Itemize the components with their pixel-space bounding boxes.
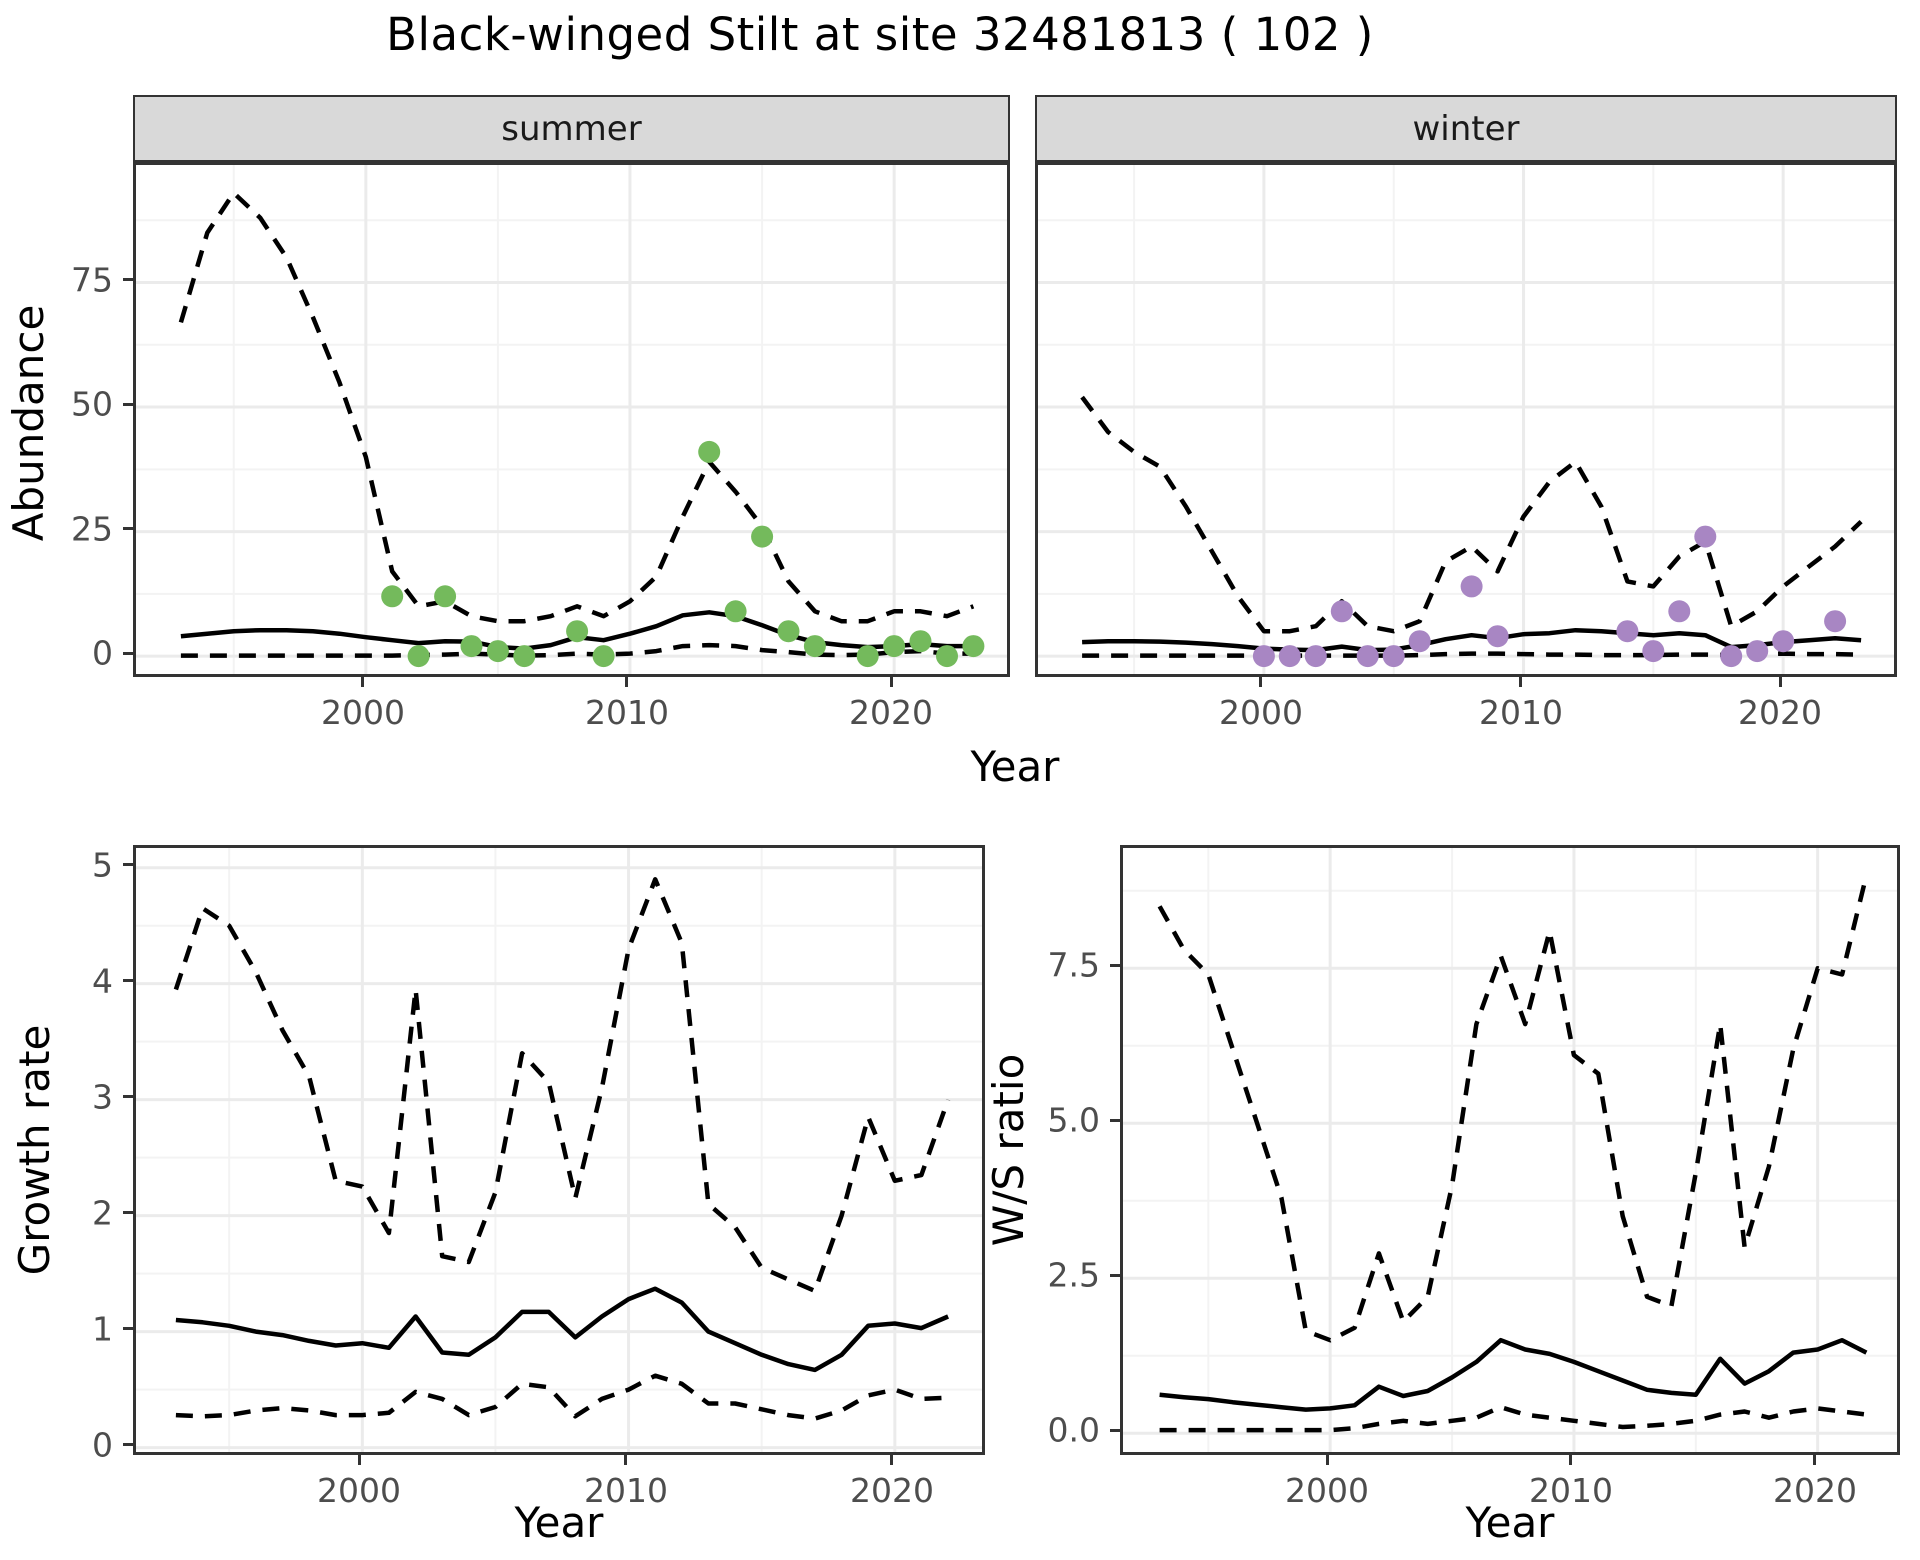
y-tick-label: 5.0 bbox=[1047, 1100, 1100, 1140]
y-tick-label: 25 bbox=[71, 509, 113, 549]
y-tick-mark bbox=[123, 652, 133, 655]
x-tick-mark bbox=[890, 677, 893, 687]
x-tick-label: 2000 bbox=[1219, 693, 1303, 732]
bottom-left-year-axis-title: Year bbox=[514, 1498, 604, 1547]
x-tick-label: 2000 bbox=[1285, 1471, 1369, 1510]
y-tick-mark bbox=[1110, 1274, 1120, 1277]
y-tick-label: 2 bbox=[92, 1193, 113, 1233]
x-tick-mark bbox=[625, 677, 628, 687]
y-tick-label: 1 bbox=[92, 1309, 113, 1349]
y-tick-mark bbox=[123, 1327, 133, 1330]
y-tick-label: 0 bbox=[92, 1425, 113, 1465]
y-tick-mark bbox=[123, 979, 133, 982]
top-year-axis-title: Year bbox=[970, 742, 1060, 791]
x-tick-label: 2010 bbox=[584, 1471, 668, 1510]
x-tick-label: 2020 bbox=[849, 693, 933, 732]
y-tick-mark bbox=[123, 527, 133, 530]
y-tick-mark bbox=[123, 403, 133, 406]
x-tick-label: 2000 bbox=[317, 1471, 401, 1510]
y-tick-mark bbox=[123, 863, 133, 866]
x-tick-label: 2010 bbox=[1529, 1471, 1613, 1510]
x-tick-mark bbox=[624, 1455, 627, 1465]
y-tick-label: 0.0 bbox=[1047, 1410, 1100, 1450]
x-tick-mark bbox=[1326, 1455, 1329, 1465]
x-tick-label: 2010 bbox=[1479, 693, 1563, 732]
facet-label-winter: winter bbox=[1412, 108, 1520, 149]
y-tick-label: 0 bbox=[92, 633, 113, 673]
x-tick-mark bbox=[358, 1455, 361, 1465]
y-tick-label: 7.5 bbox=[1047, 945, 1100, 985]
ws-ratio-plot bbox=[1120, 845, 1900, 1455]
y-tick-label: 5 bbox=[92, 845, 113, 885]
x-tick-mark bbox=[1519, 677, 1522, 687]
bottom-right-year-axis-title: Year bbox=[1465, 1498, 1555, 1547]
growth-rate-plot bbox=[133, 845, 985, 1455]
x-tick-mark bbox=[1259, 677, 1262, 687]
x-tick-label: 2010 bbox=[585, 693, 669, 732]
y-tick-label: 2.5 bbox=[1047, 1255, 1100, 1295]
x-tick-label: 2020 bbox=[850, 1471, 934, 1510]
y-tick-mark bbox=[123, 1211, 133, 1214]
y-tick-label: 3 bbox=[92, 1077, 113, 1117]
y-tick-mark bbox=[123, 1443, 133, 1446]
x-tick-label: 2020 bbox=[1773, 1471, 1857, 1510]
winter-abundance-plot bbox=[1035, 162, 1897, 677]
x-tick-mark bbox=[1569, 1455, 1572, 1465]
x-tick-label: 2020 bbox=[1738, 693, 1822, 732]
facet-label-summer: summer bbox=[501, 108, 642, 149]
facet-strip-summer: summer bbox=[133, 95, 1010, 162]
y-tick-mark bbox=[123, 278, 133, 281]
page-title: Black-winged Stilt at site 32481813 ( 10… bbox=[386, 8, 1374, 61]
y-tick-mark bbox=[123, 1095, 133, 1098]
summer-abundance-plot bbox=[133, 162, 1010, 677]
x-tick-mark bbox=[1779, 677, 1782, 687]
facet-strip-winter: winter bbox=[1035, 95, 1897, 162]
x-tick-mark bbox=[1813, 1455, 1816, 1465]
y-tick-mark bbox=[1110, 1429, 1120, 1432]
y-tick-label: 4 bbox=[92, 961, 113, 1001]
y-tick-label: 50 bbox=[71, 384, 113, 424]
x-tick-label: 2000 bbox=[321, 693, 405, 732]
growth-rate-axis-title: Growth rate bbox=[9, 1024, 59, 1276]
y-tick-mark bbox=[1110, 1119, 1120, 1122]
x-tick-mark bbox=[890, 1455, 893, 1465]
y-tick-mark bbox=[1110, 964, 1120, 967]
x-tick-mark bbox=[361, 677, 364, 687]
y-tick-label: 75 bbox=[71, 260, 113, 300]
